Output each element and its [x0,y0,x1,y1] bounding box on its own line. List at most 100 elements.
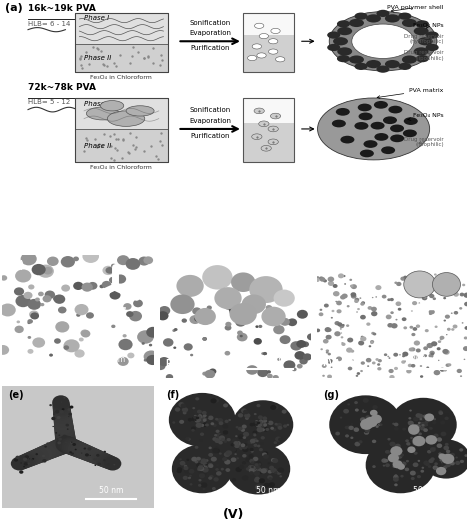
Circle shape [392,465,396,468]
Circle shape [81,452,83,454]
Circle shape [215,458,220,462]
Circle shape [205,424,209,427]
Circle shape [76,444,95,460]
Circle shape [398,63,411,70]
Circle shape [349,55,364,64]
Circle shape [219,452,222,455]
Circle shape [224,460,231,465]
Circle shape [297,340,306,348]
Circle shape [143,256,153,264]
Circle shape [370,419,374,422]
Circle shape [111,264,116,268]
Bar [75,129,168,163]
Text: (c): (c) [166,260,181,270]
Circle shape [260,485,263,488]
Circle shape [254,338,262,345]
Bar [75,44,168,72]
Circle shape [54,414,73,429]
Circle shape [400,475,403,478]
Circle shape [200,431,203,433]
Circle shape [400,453,404,457]
Circle shape [359,440,362,443]
Bar [243,98,294,163]
Circle shape [54,417,73,433]
Circle shape [387,356,389,357]
Circle shape [179,420,184,424]
Circle shape [55,431,76,448]
Circle shape [257,53,266,58]
Circle shape [208,453,213,457]
Circle shape [202,411,207,415]
Circle shape [109,277,117,283]
Circle shape [201,465,204,467]
Circle shape [180,461,185,466]
Circle shape [398,465,403,469]
Circle shape [106,267,114,274]
Circle shape [425,44,439,51]
Circle shape [242,294,266,314]
Circle shape [212,437,217,441]
Circle shape [248,55,257,60]
Circle shape [230,447,236,452]
Circle shape [102,266,114,275]
Circle shape [216,464,219,466]
Circle shape [412,301,417,305]
Circle shape [256,404,261,407]
Circle shape [29,448,48,463]
Circle shape [73,256,79,261]
Circle shape [24,462,28,466]
Circle shape [102,456,120,470]
Circle shape [170,294,195,314]
Ellipse shape [107,111,145,127]
Circle shape [372,362,375,365]
Circle shape [40,303,44,306]
Circle shape [263,427,269,431]
Circle shape [156,362,166,370]
Circle shape [55,432,57,433]
Circle shape [191,455,198,460]
Circle shape [240,335,243,337]
Circle shape [455,461,460,465]
Circle shape [42,442,63,458]
Circle shape [269,39,278,44]
Circle shape [449,453,454,457]
Circle shape [417,475,421,478]
Circle shape [350,437,354,439]
Circle shape [186,458,189,461]
Text: Drug reservoir
(lipophilic): Drug reservoir (lipophilic) [404,51,444,61]
Circle shape [57,437,78,454]
Circle shape [273,405,278,410]
Circle shape [59,410,64,414]
Circle shape [144,351,159,363]
Circle shape [198,479,202,481]
Circle shape [235,426,239,428]
Circle shape [444,319,446,321]
Circle shape [459,307,462,309]
Circle shape [96,454,99,457]
Circle shape [23,466,25,467]
Circle shape [61,256,75,267]
Text: Phase I: Phase I [84,101,109,107]
Circle shape [423,461,429,465]
Text: 50 nm: 50 nm [256,486,280,494]
Circle shape [274,472,277,474]
Circle shape [360,315,366,319]
Circle shape [159,306,170,315]
Circle shape [223,440,227,443]
Circle shape [246,467,250,471]
Circle shape [252,134,262,140]
Circle shape [226,468,230,472]
Circle shape [192,307,201,315]
Circle shape [424,354,427,357]
Circle shape [297,364,303,368]
Circle shape [35,297,40,302]
Circle shape [14,458,18,462]
Circle shape [242,447,248,452]
Circle shape [229,309,238,316]
Circle shape [214,448,220,453]
Circle shape [322,375,325,377]
Circle shape [437,437,442,442]
Circle shape [370,340,374,343]
Circle shape [254,413,257,415]
Circle shape [271,28,280,33]
